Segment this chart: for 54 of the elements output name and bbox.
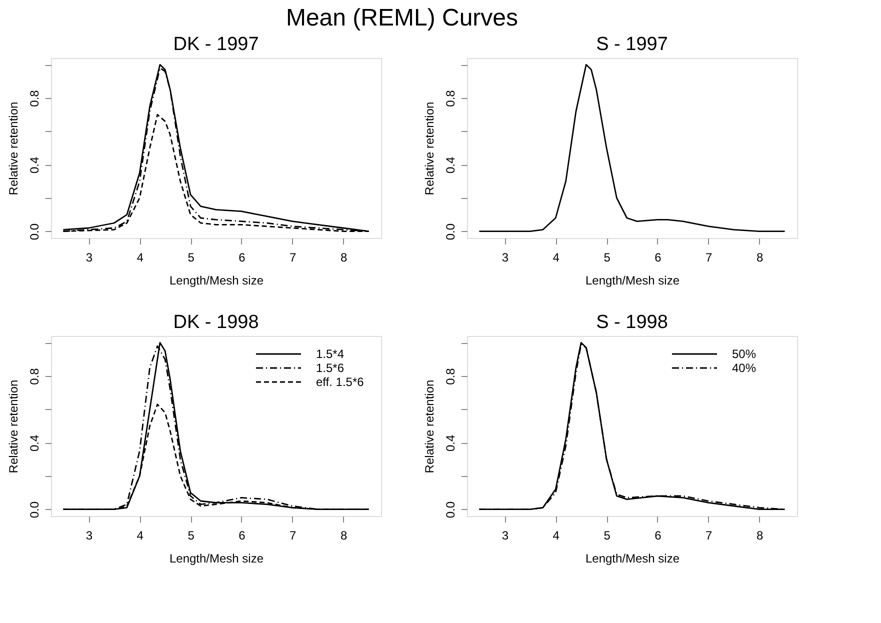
x-tick-label: 3: [502, 528, 509, 542]
y-tick-label: 0.8: [444, 90, 458, 107]
x-axis-title: Length/Mesh size: [585, 552, 680, 566]
x-tick-label: 8: [756, 250, 764, 264]
y-tick-label: 0.4: [444, 434, 458, 452]
x-axis-title: Length/Mesh size: [169, 552, 264, 566]
chart-title: S - 1998: [596, 312, 668, 333]
y-tick-label: 0.0: [28, 223, 42, 240]
x-axis-title: Length/Mesh size: [585, 274, 680, 288]
y-axis-title: Relative retention: [422, 102, 436, 196]
x-tick-label: 6: [238, 528, 246, 542]
x-tick-label: 6: [654, 528, 662, 542]
y-tick-label: 0.4: [28, 434, 42, 452]
x-tick-label: 8: [340, 528, 348, 542]
x-tick-label: 4: [136, 528, 144, 542]
x-tick-label: 3: [86, 528, 93, 542]
x-tick-label: 5: [188, 250, 195, 264]
x-tick-label: 7: [290, 250, 297, 264]
x-tick-label: 4: [136, 250, 144, 264]
x-tick-label: 3: [502, 250, 509, 264]
x-tick-label: 4: [552, 250, 560, 264]
legend-label: 1.5*6: [316, 361, 344, 375]
x-tick-label: 5: [604, 528, 611, 542]
y-tick-label: 0.0: [444, 501, 458, 518]
chart-title: DK - 1998: [173, 312, 259, 333]
y-tick-label: 0.4: [28, 156, 42, 174]
y-tick-label: 0.8: [28, 90, 42, 107]
x-tick-label: 5: [188, 528, 195, 542]
y-tick-label: 0.8: [444, 368, 458, 385]
y-tick-label: 0.8: [28, 368, 42, 385]
x-tick-label: 7: [290, 528, 297, 542]
x-tick-label: 7: [706, 528, 713, 542]
y-tick-label: 0.0: [444, 223, 458, 240]
x-tick-label: 5: [604, 250, 611, 264]
legend-label: 50%: [732, 347, 756, 361]
x-tick-label: 8: [756, 528, 764, 542]
x-tick-label: 7: [706, 250, 713, 264]
legend-label: eff. 1.5*6: [316, 375, 364, 389]
x-axis-title: Length/Mesh size: [169, 274, 264, 288]
y-tick-label: 0.4: [444, 156, 458, 174]
y-axis-title: Relative retention: [422, 380, 436, 474]
x-tick-label: 6: [238, 250, 246, 264]
y-axis-title: Relative retention: [6, 380, 20, 474]
y-tick-label: 0.0: [28, 501, 42, 518]
x-tick-label: 6: [654, 250, 662, 264]
chart-title: DK - 1997: [173, 34, 259, 55]
x-tick-label: 3: [86, 250, 93, 264]
y-axis-title: Relative retention: [6, 102, 20, 196]
x-tick-label: 4: [552, 528, 560, 542]
text: Mean (REML) Curves: [286, 4, 518, 32]
chart-title: S - 1997: [596, 34, 668, 55]
legend-label: 1.5*4: [316, 347, 344, 361]
x-tick-label: 8: [340, 250, 348, 264]
legend-label: 40%: [732, 361, 756, 375]
